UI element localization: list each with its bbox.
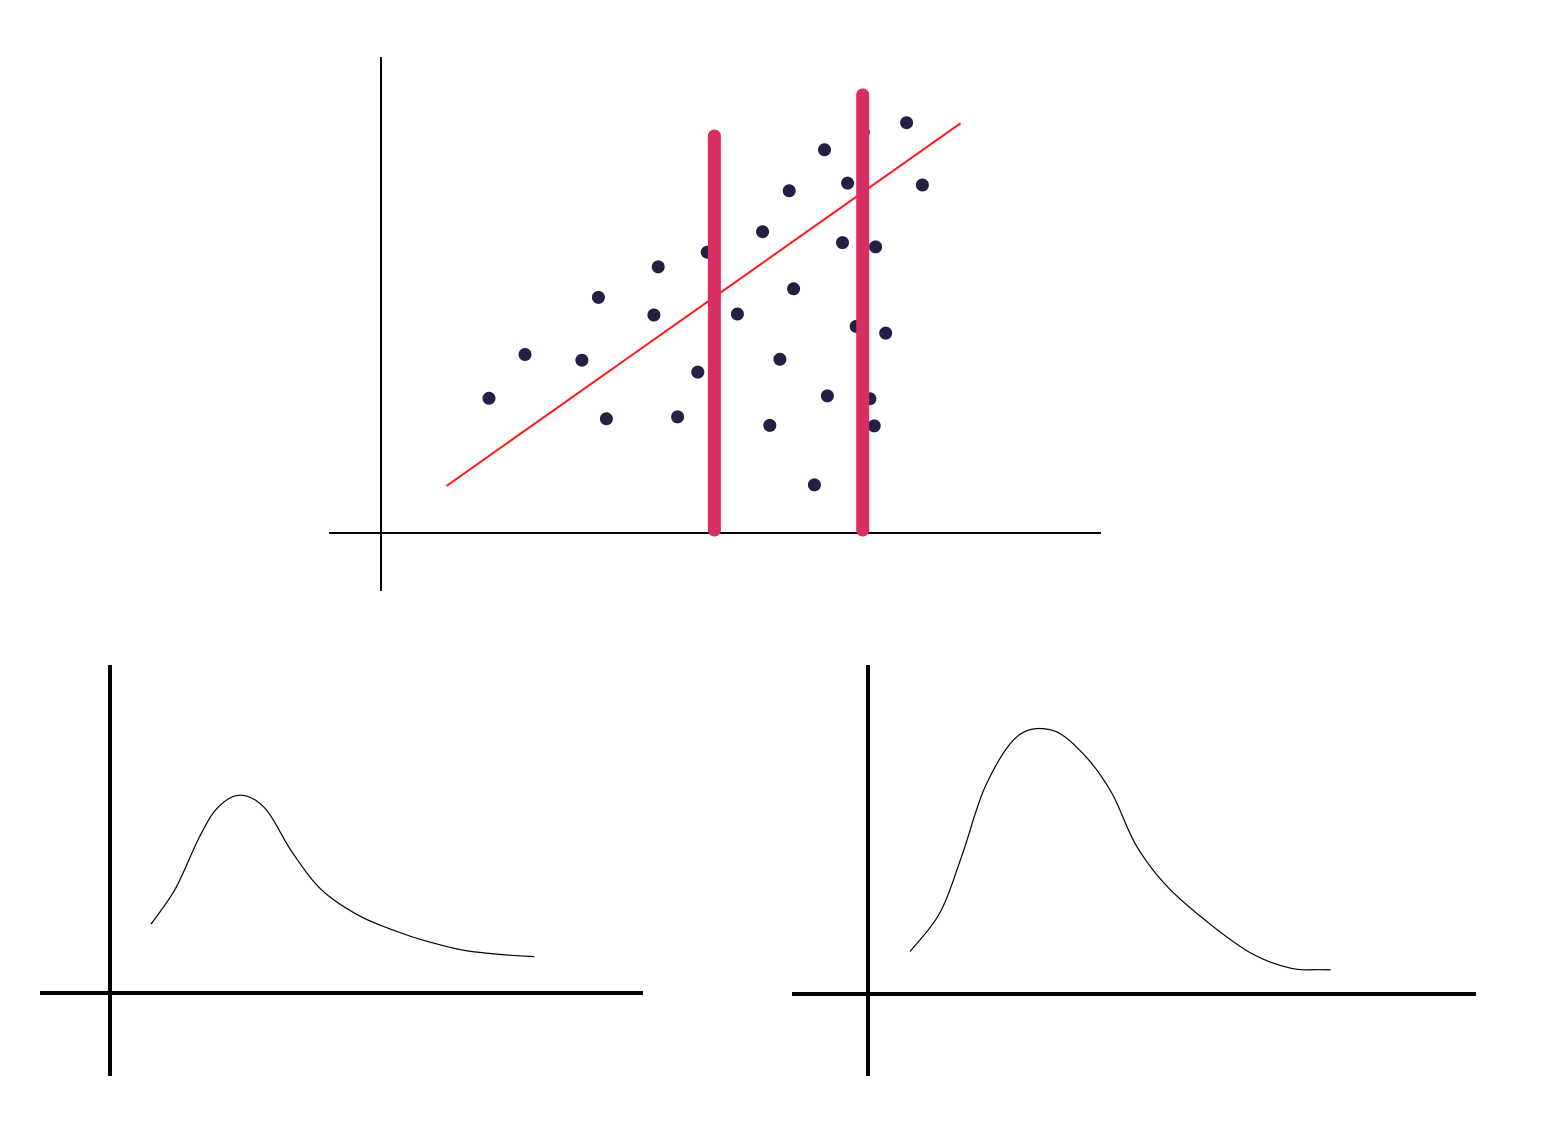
scatter-point [756,225,770,239]
scatter-point [867,419,881,433]
scatter-point [518,348,532,361]
vertical-markers-group [707,88,870,537]
scatter-point [836,236,849,250]
scatter-point [575,353,589,367]
scatter-point [647,308,661,322]
scatter-point [671,410,685,424]
scatter-point [599,412,613,426]
right-curve-chart [792,665,1476,1076]
scatter-point [651,260,665,274]
scatter-point [691,365,705,379]
right-density-curve [909,727,1331,971]
scatter-point [915,178,929,192]
scatter-point [782,184,796,198]
scatter-point [787,282,801,296]
scatter-point [818,143,831,157]
regression-line [445,122,962,487]
scatter-point [591,290,605,304]
scatter-point [820,389,834,403]
scatter-point [730,307,744,321]
scatter-point [763,418,777,432]
scatter-point [900,116,914,130]
left-density-curve [150,794,535,958]
scatter-point [879,326,893,340]
scatter-point [841,176,855,190]
left-curve-chart [40,665,643,1076]
scatter-point [807,478,821,492]
scatter-point [773,352,787,366]
scatter-point [869,240,883,254]
scatter-point [482,391,496,405]
scatter-chart [329,57,1101,591]
